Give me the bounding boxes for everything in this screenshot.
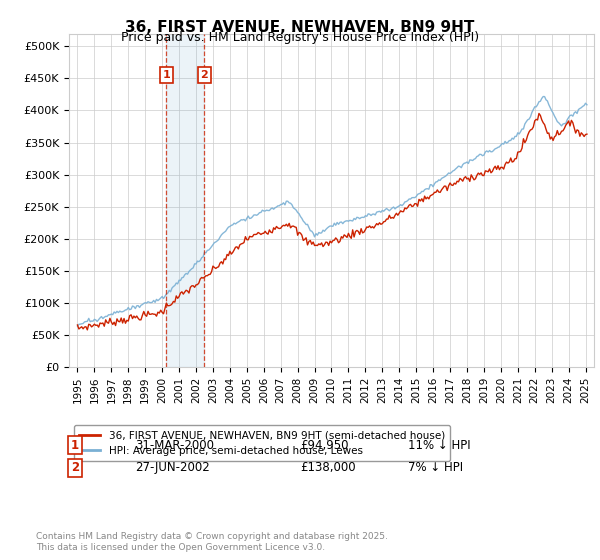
Text: 27-JUN-2002: 27-JUN-2002 (135, 461, 210, 474)
Text: 2: 2 (200, 70, 208, 80)
Bar (166, 34, 205, 367)
Text: Price paid vs. HM Land Registry's House Price Index (HPI): Price paid vs. HM Land Registry's House … (121, 31, 479, 44)
Text: £138,000: £138,000 (300, 461, 356, 474)
Text: 1: 1 (71, 438, 79, 452)
Text: 1: 1 (163, 70, 170, 80)
Text: 36, FIRST AVENUE, NEWHAVEN, BN9 9HT: 36, FIRST AVENUE, NEWHAVEN, BN9 9HT (125, 20, 475, 35)
Text: 11% ↓ HPI: 11% ↓ HPI (408, 438, 470, 452)
Text: Contains HM Land Registry data © Crown copyright and database right 2025.
This d: Contains HM Land Registry data © Crown c… (36, 532, 388, 552)
Text: £94,950: £94,950 (300, 438, 349, 452)
Text: 2: 2 (71, 461, 79, 474)
Text: 7% ↓ HPI: 7% ↓ HPI (408, 461, 463, 474)
Text: 31-MAR-2000: 31-MAR-2000 (135, 438, 214, 452)
Legend: 36, FIRST AVENUE, NEWHAVEN, BN9 9HT (semi-detached house), HPI: Average price, s: 36, FIRST AVENUE, NEWHAVEN, BN9 9HT (sem… (74, 426, 450, 461)
